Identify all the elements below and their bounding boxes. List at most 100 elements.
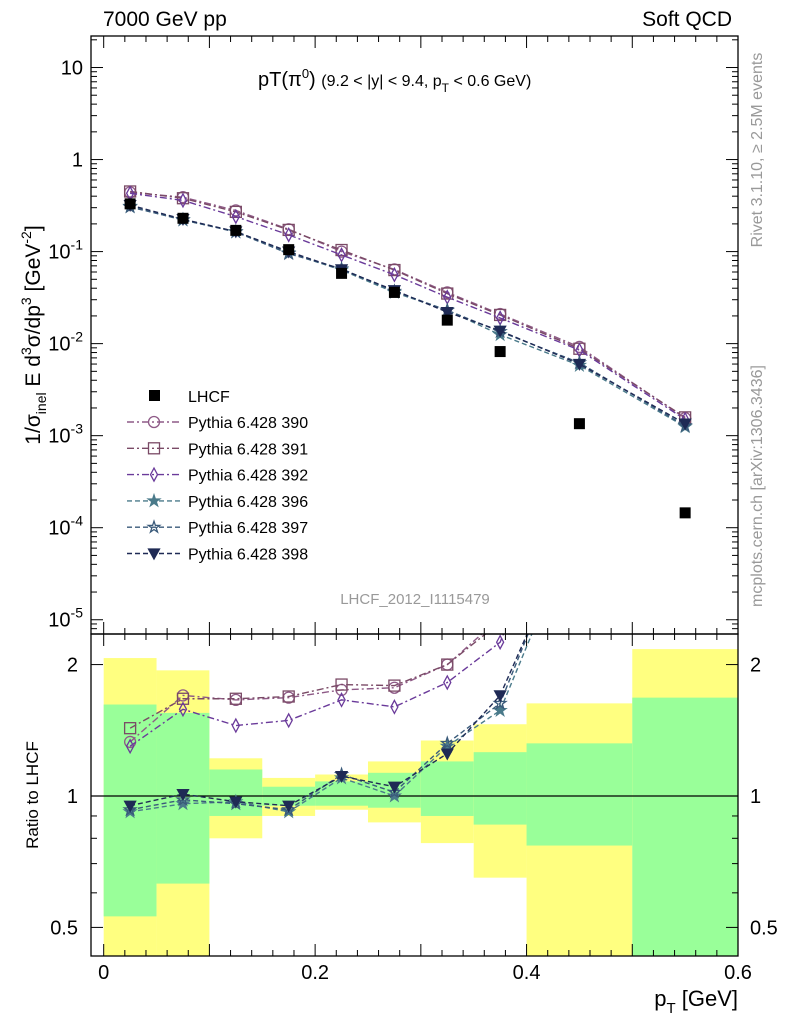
series-line	[130, 191, 686, 419]
series-marker-391	[493, 308, 507, 322]
data-point	[283, 244, 295, 256]
data-point	[494, 346, 506, 358]
ratio-marker-397	[492, 695, 508, 710]
ratio-marker-398	[123, 800, 137, 813]
y-tick-label: 10-3	[48, 421, 83, 448]
ratio-marker-390	[495, 612, 506, 623]
stat-uncertainty-band	[209, 769, 263, 816]
series-marker-391	[229, 205, 242, 219]
ratio-plot-series	[91, 436, 738, 819]
legend-marker-390	[147, 415, 161, 429]
main-plot-frame	[90, 35, 739, 635]
series-marker-398	[440, 306, 454, 319]
legend-marker-392	[149, 466, 159, 483]
series-marker-392	[284, 226, 293, 243]
stat-uncertainty-band	[473, 752, 527, 825]
x-tick-label: 0	[98, 962, 109, 984]
stat-uncertainty-band	[526, 743, 633, 846]
stat-uncertainty-band	[315, 781, 368, 806]
ratio-plot-frame	[90, 633, 739, 957]
ratio-marker-391	[495, 617, 506, 628]
ratio-y-axis-label: Ratio to LHCF	[23, 741, 42, 849]
ratio-marker-391	[229, 692, 242, 705]
ratio-marker-392	[495, 634, 505, 651]
series-marker-392	[178, 192, 188, 209]
legend-label: Pythia 6.428 392	[188, 468, 308, 485]
legend-label: LHCF	[188, 389, 230, 406]
legend: LHCF Pythia 6.428 390 Pythia 6.428 391 Pyth…	[127, 389, 308, 564]
ratio-marker-392	[576, 441, 583, 454]
ratio-marker-396	[574, 513, 585, 524]
data-point	[124, 198, 136, 210]
ratio-series-line	[129, 634, 529, 811]
ratio-marker-397	[574, 501, 585, 512]
data-point	[230, 224, 242, 236]
x-axis-label: pT [GeV]	[654, 986, 738, 1017]
ratio-marker-392	[443, 674, 452, 691]
legend-marker-397	[146, 519, 162, 534]
legend-marker-391	[147, 442, 161, 455]
y-tick-label: 10-5	[48, 605, 83, 632]
main-plot-series	[122, 185, 693, 519]
ratio-marker-396	[386, 787, 403, 803]
legend-label: Pythia 6.428 397	[188, 520, 308, 537]
series-marker-391	[388, 263, 401, 277]
ratio-marker-392	[125, 738, 135, 755]
series-marker-391	[441, 287, 454, 300]
ratio-marker-392	[178, 701, 188, 718]
data-point	[441, 314, 453, 326]
ratio-y-tick-label-right: 1	[750, 786, 761, 808]
y-tick-label: 10-2	[48, 329, 83, 356]
legend-label: Pythia 6.428 390	[188, 415, 308, 432]
ratio-marker-391	[441, 658, 454, 671]
legend-label: Pythia 6.428 398	[188, 547, 308, 564]
rivet-label: Rivet 3.1.10, ≥ 2.5M events	[749, 53, 766, 248]
series-marker-392	[390, 266, 399, 283]
ratio-marker-391	[388, 679, 401, 692]
chart-title: pT(π0) (9.2 < |y| < 9.4, pT < 0.6 GeV)	[258, 66, 531, 95]
ratio-marker-398	[334, 771, 349, 784]
data-point	[679, 507, 691, 519]
x-tick-label: 0.2	[301, 962, 329, 984]
ratio-marker-391	[574, 436, 585, 447]
legend-marker-398	[147, 548, 161, 561]
y-axis-label: 1/σinel E d3σ/dp3 [GeV-2]	[18, 225, 49, 444]
ratio-marker-398	[440, 748, 454, 761]
x-tick-label: 0.4	[513, 962, 541, 984]
series-line	[130, 190, 686, 418]
data-point	[388, 286, 400, 298]
ratio-marker-398	[229, 796, 243, 809]
legend-label: Pythia 6.428 396	[188, 494, 308, 511]
ratio-y-tick-label-right: 0.5	[750, 917, 778, 939]
series-marker-398	[572, 358, 587, 371]
ratio-marker-392	[390, 699, 399, 715]
data-point	[573, 418, 585, 430]
series-marker-391	[282, 223, 295, 237]
y-tick-label: 1	[72, 150, 83, 172]
ratio-marker-392	[231, 717, 241, 734]
legend-marker-396	[146, 492, 162, 508]
ratio-y-tick-label-left: 1	[67, 786, 78, 808]
x-tick-label: 0.6	[724, 962, 752, 984]
ratio-marker-397	[439, 735, 455, 750]
series-marker-398	[678, 418, 692, 431]
ratio-series-line	[129, 634, 505, 747]
data-point	[177, 212, 189, 224]
ratio-y-tick-label-left: 0.5	[50, 917, 78, 939]
series-line	[129, 204, 686, 425]
ratio-marker-398	[176, 788, 190, 801]
ratio-marker-397	[175, 791, 191, 807]
y-tick-label: 10-1	[48, 237, 83, 264]
ratio-marker-392	[337, 692, 346, 708]
ratio-marker-391	[123, 722, 137, 735]
process-label: Soft QCD	[642, 8, 732, 31]
stat-uncertainty-band	[420, 761, 474, 816]
series-line	[130, 192, 686, 421]
energy-label: 7000 GeV pp	[103, 8, 227, 31]
ratio-marker-396	[175, 795, 191, 811]
ratio-y-tick-label-right: 2	[750, 655, 761, 677]
analysis-label: LHCF_2012_I1115479	[340, 591, 490, 608]
ratio-marker-392	[284, 712, 293, 729]
legend-marker-lhcf	[149, 390, 160, 401]
